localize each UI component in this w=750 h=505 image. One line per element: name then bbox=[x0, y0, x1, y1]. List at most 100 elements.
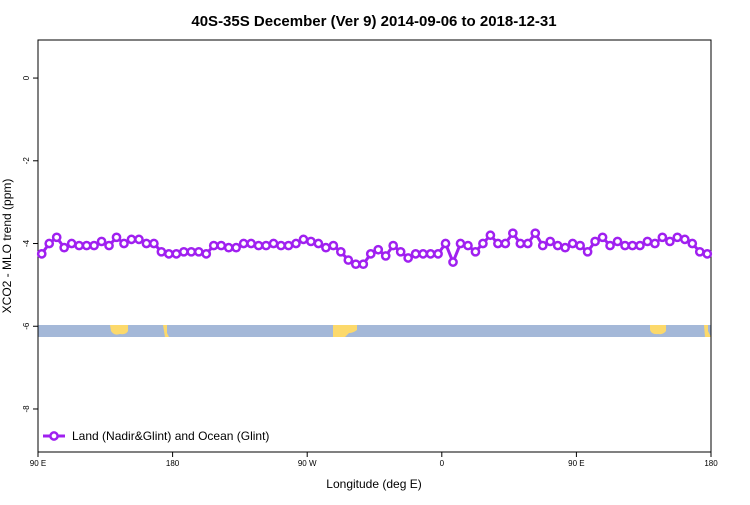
legend-marker bbox=[49, 431, 59, 441]
data-point bbox=[582, 246, 593, 257]
data-point bbox=[672, 232, 683, 243]
data-point bbox=[283, 240, 294, 251]
data-point bbox=[119, 238, 129, 249]
data-point bbox=[567, 238, 578, 249]
x-tick-label: 90 E bbox=[568, 459, 584, 468]
data-point bbox=[448, 257, 458, 267]
data-point bbox=[410, 249, 421, 259]
data-point bbox=[679, 234, 690, 245]
data-point bbox=[485, 230, 496, 241]
data-point bbox=[59, 242, 70, 253]
data-point bbox=[208, 240, 219, 251]
plot-frame bbox=[37, 39, 712, 453]
data-point bbox=[164, 249, 174, 259]
data-point bbox=[343, 255, 354, 265]
data-point bbox=[178, 246, 189, 257]
x-tick-label: 90 W bbox=[298, 459, 317, 468]
data-point bbox=[74, 240, 84, 251]
data-point bbox=[261, 240, 271, 251]
data-point bbox=[597, 232, 608, 243]
land-patch bbox=[110, 325, 128, 335]
x-tick-label: 180 bbox=[704, 459, 718, 468]
data-point bbox=[365, 249, 376, 259]
x-axis-label: Longitude (deg E) bbox=[326, 477, 421, 491]
data-point bbox=[298, 234, 309, 245]
data-point bbox=[702, 249, 713, 259]
data-point bbox=[171, 249, 182, 259]
data-point bbox=[694, 246, 705, 257]
data-point bbox=[104, 240, 114, 251]
x-tick-label: 180 bbox=[166, 459, 180, 468]
data-point bbox=[238, 238, 249, 249]
data-point bbox=[126, 234, 137, 245]
y-axis-label: XCO2 - MLO trend (ppm) bbox=[0, 179, 14, 314]
data-point bbox=[425, 249, 436, 259]
data-point bbox=[493, 238, 503, 249]
data-point bbox=[665, 236, 675, 247]
data-point bbox=[545, 236, 556, 247]
data-point bbox=[231, 242, 242, 253]
y-tick-label: -2 bbox=[22, 157, 31, 165]
data-point bbox=[321, 242, 331, 253]
data-point bbox=[650, 238, 660, 249]
surface-strip bbox=[38, 325, 711, 337]
data-point bbox=[89, 240, 99, 251]
data-point bbox=[522, 238, 533, 249]
land-patch bbox=[333, 325, 357, 337]
data-point bbox=[81, 240, 92, 251]
data-point bbox=[201, 249, 212, 259]
data-point bbox=[687, 238, 698, 249]
land-patch bbox=[704, 325, 711, 337]
data-point bbox=[590, 236, 600, 247]
data-point bbox=[336, 246, 346, 257]
data-point bbox=[44, 238, 55, 249]
y-tick-label: -4 bbox=[22, 239, 31, 247]
ocean-strip bbox=[38, 325, 711, 337]
data-point bbox=[276, 240, 286, 251]
data-point bbox=[291, 238, 301, 249]
data-point bbox=[575, 240, 585, 251]
data-point bbox=[530, 228, 541, 239]
data-point bbox=[51, 232, 62, 243]
data-point bbox=[418, 249, 428, 259]
data-point bbox=[350, 259, 361, 270]
x-tick-label: 0 bbox=[440, 459, 445, 468]
data-point bbox=[380, 251, 391, 261]
data-point bbox=[500, 238, 511, 249]
data-point bbox=[36, 249, 47, 259]
data-point bbox=[66, 238, 77, 249]
data-point bbox=[268, 238, 279, 249]
data-point bbox=[223, 242, 234, 253]
data-point bbox=[552, 240, 563, 251]
data-point bbox=[306, 236, 316, 247]
data-point bbox=[403, 253, 413, 263]
data-point bbox=[141, 238, 152, 249]
chart-title: 40S-35S December (Ver 9) 2014-09-06 to 2… bbox=[191, 13, 556, 30]
y-tick-label: 0 bbox=[22, 75, 31, 80]
data-point bbox=[313, 238, 324, 249]
data-point bbox=[111, 232, 122, 243]
data-point bbox=[560, 242, 571, 253]
data-point bbox=[216, 240, 227, 251]
data-point bbox=[156, 246, 167, 257]
data-point bbox=[440, 238, 451, 249]
data-point bbox=[186, 246, 197, 257]
data-point bbox=[463, 240, 473, 251]
data-point bbox=[515, 238, 526, 249]
data-point bbox=[358, 259, 369, 270]
data-point bbox=[373, 244, 384, 255]
data-point bbox=[627, 240, 638, 251]
data-point bbox=[642, 236, 653, 247]
data-point bbox=[328, 240, 339, 251]
data-point bbox=[193, 246, 204, 257]
land-patch bbox=[650, 325, 666, 335]
data-point bbox=[96, 236, 107, 247]
y-tick-label: -8 bbox=[22, 405, 31, 413]
data-point bbox=[253, 240, 264, 251]
data-point bbox=[507, 228, 518, 239]
legend-label: Land (Nadir&Glint) and Ocean (Glint) bbox=[72, 429, 269, 443]
land-patch bbox=[163, 325, 169, 337]
data-point bbox=[605, 240, 615, 251]
